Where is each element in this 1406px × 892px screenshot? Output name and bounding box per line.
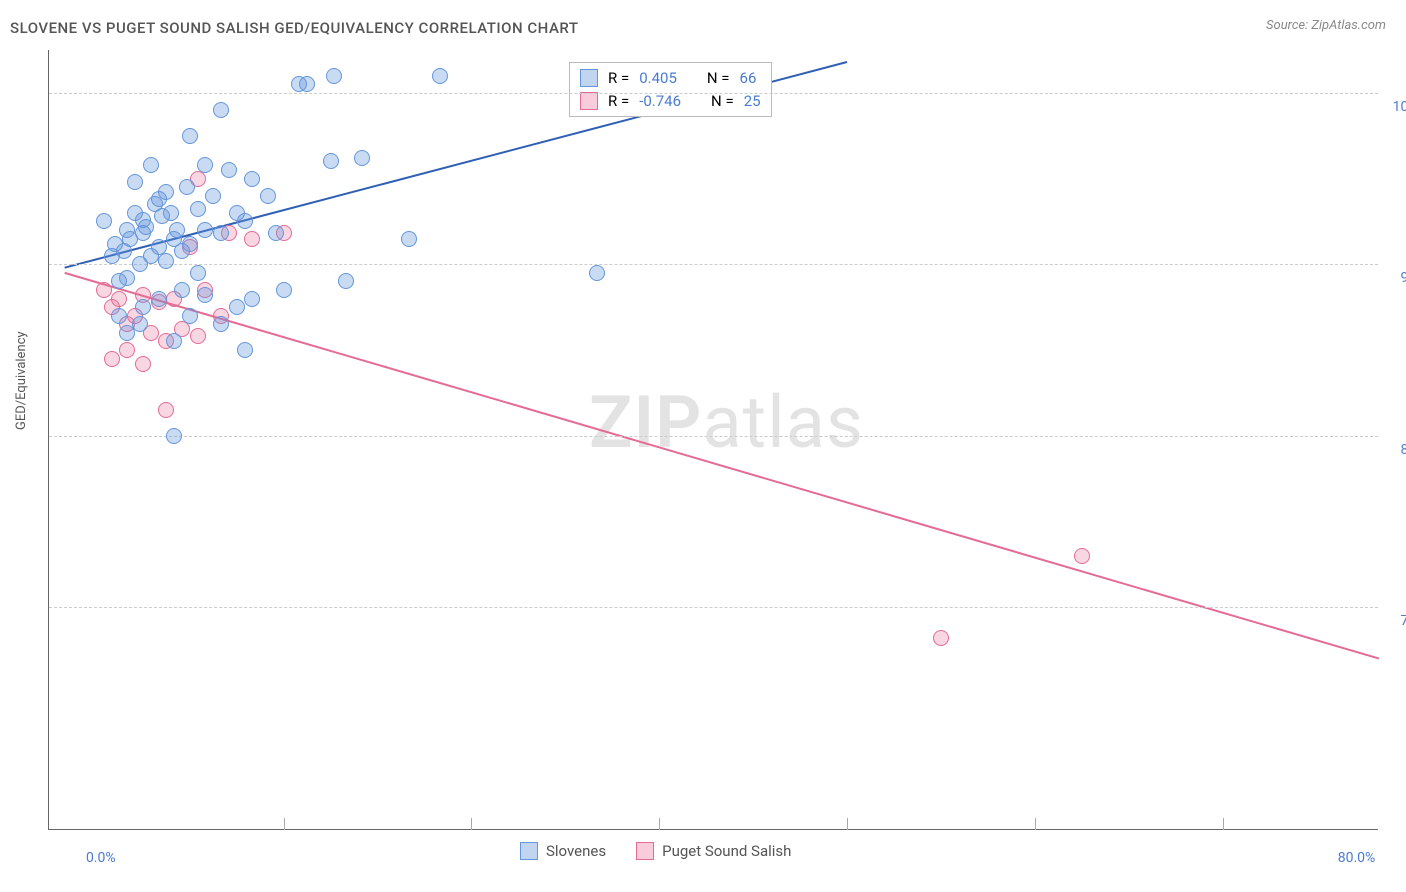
swatch-blue-icon	[580, 69, 598, 87]
data-point	[276, 282, 292, 298]
gridline-v	[847, 818, 848, 830]
data-point	[174, 282, 190, 298]
data-point	[182, 308, 198, 324]
x-tick-label: 0.0%	[86, 850, 116, 866]
data-point	[119, 342, 135, 358]
data-point	[135, 356, 151, 372]
n-value-blue: 66	[740, 67, 757, 90]
data-point	[237, 342, 253, 358]
data-point	[213, 102, 229, 118]
gridline-h	[49, 264, 1378, 265]
data-point	[119, 270, 135, 286]
data-point	[111, 308, 127, 324]
r-value-blue: 0.405	[639, 67, 677, 90]
data-point	[1074, 548, 1090, 564]
info-row-blue: R = 0.405 N = 66	[580, 67, 761, 90]
data-point	[323, 153, 339, 169]
data-point	[205, 188, 221, 204]
gridline-h	[49, 607, 1378, 608]
gridline-v	[471, 818, 472, 830]
data-point	[104, 351, 120, 367]
legend-label-blue: Slovenes	[546, 842, 606, 860]
data-point	[213, 225, 229, 241]
data-point	[401, 231, 417, 247]
data-point	[268, 225, 284, 241]
data-point	[182, 236, 198, 252]
data-point	[190, 328, 206, 344]
gridline-v	[1035, 818, 1036, 830]
correlation-info-box: R = 0.405 N = 66 R = -0.746 N = 25	[569, 62, 772, 117]
data-point	[96, 213, 112, 229]
y-tick-label: 90.0%	[1400, 270, 1406, 286]
gridline-v	[1223, 818, 1224, 830]
data-point	[221, 162, 237, 178]
data-point	[237, 213, 253, 229]
chart-header: SLOVENE VS PUGET SOUND SALISH GED/EQUIVA…	[10, 18, 1396, 42]
gridline-v	[284, 818, 285, 830]
data-point	[158, 253, 174, 269]
data-point	[190, 201, 206, 217]
data-point	[354, 150, 370, 166]
x-tick-label: 80.0%	[1338, 850, 1376, 866]
data-point	[166, 333, 182, 349]
data-point	[244, 291, 260, 307]
data-point	[151, 191, 167, 207]
data-point	[179, 179, 195, 195]
data-point	[260, 188, 276, 204]
y-tick-label: 80.0%	[1400, 442, 1406, 458]
data-point	[135, 212, 151, 228]
data-point	[589, 265, 605, 281]
data-point	[244, 171, 260, 187]
data-point	[169, 222, 185, 238]
trend-line	[65, 273, 1379, 659]
swatch-pink-icon	[580, 92, 598, 110]
data-point	[197, 157, 213, 173]
data-point	[182, 128, 198, 144]
data-point	[338, 273, 354, 289]
data-point	[229, 299, 245, 315]
legend-item-pink: Puget Sound Salish	[636, 842, 791, 860]
data-point	[197, 287, 213, 303]
y-axis-label: GED/Equivalency	[14, 331, 29, 430]
data-point	[326, 68, 342, 84]
gridline-h	[49, 93, 1378, 94]
data-point	[135, 299, 151, 315]
trend-lines-svg	[49, 50, 1379, 830]
data-point	[127, 174, 143, 190]
n-label: N =	[707, 67, 730, 90]
chart-title: SLOVENE VS PUGET SOUND SALISH GED/EQUIVA…	[10, 19, 578, 37]
y-tick-label: 100.0%	[1393, 99, 1406, 115]
legend-swatch-blue-icon	[520, 842, 538, 860]
data-point	[299, 76, 315, 92]
data-point	[96, 282, 112, 298]
data-point	[166, 428, 182, 444]
legend-swatch-pink-icon	[636, 842, 654, 860]
data-point	[432, 68, 448, 84]
data-point	[158, 402, 174, 418]
data-point	[197, 222, 213, 238]
source-label: Source: ZipAtlas.com	[1266, 18, 1386, 33]
data-point	[111, 291, 127, 307]
data-point	[143, 157, 159, 173]
legend: Slovenes Puget Sound Salish	[520, 842, 791, 860]
gridline-v	[659, 818, 660, 830]
gridline-h	[49, 436, 1378, 437]
data-point	[132, 316, 148, 332]
legend-item-blue: Slovenes	[520, 842, 606, 860]
data-point	[151, 291, 167, 307]
data-point	[933, 630, 949, 646]
data-point	[163, 205, 179, 221]
data-point	[244, 231, 260, 247]
r-label: R =	[608, 67, 629, 90]
data-point	[190, 265, 206, 281]
data-point	[213, 316, 229, 332]
legend-label-pink: Puget Sound Salish	[662, 842, 791, 860]
plot-area: ZIPatlas R = 0.405 N = 66 R = -0.746 N =…	[48, 50, 1378, 830]
y-tick-label: 70.0%	[1400, 613, 1406, 629]
